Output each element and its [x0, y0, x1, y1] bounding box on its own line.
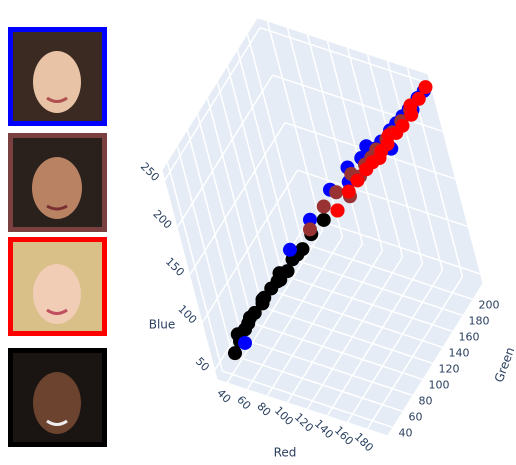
x-tick-label: 160: [332, 424, 356, 448]
point: [329, 185, 344, 200]
y-tick-label: 160: [459, 330, 480, 343]
z-tick-label: 200: [150, 207, 174, 231]
point: [359, 162, 374, 177]
y-tick-label: 140: [449, 346, 470, 359]
point: [381, 128, 396, 143]
face-drawing: [13, 242, 102, 331]
z-tick-label: 150: [163, 255, 187, 279]
y-axis-title: Green: [492, 345, 516, 384]
point: [341, 184, 356, 199]
grid-line: [201, 169, 468, 323]
point: [228, 346, 242, 361]
x-axis-title: Red: [274, 446, 297, 460]
point: [330, 203, 345, 218]
point: [395, 118, 410, 133]
grid-line: [176, 74, 443, 228]
x-tick-label: 60: [234, 393, 253, 412]
point: [403, 98, 418, 113]
point: [257, 290, 272, 305]
y-tick-label: 180: [469, 314, 490, 327]
x-tick-label: 100: [272, 404, 296, 428]
face-drawing: [13, 353, 102, 442]
x-tick-label: 40: [214, 387, 233, 406]
grid-line: [164, 26, 431, 181]
point: [316, 212, 331, 227]
face-image: [8, 27, 107, 126]
x-tick-label: 140: [312, 417, 336, 441]
z-tick-label: 100: [175, 302, 199, 326]
face-drawing: [13, 32, 102, 121]
z-axis-title: Blue: [149, 318, 176, 332]
point: [241, 316, 256, 331]
z-tick-label: 250: [138, 160, 162, 184]
point: [372, 151, 387, 165]
face-image: [8, 237, 107, 336]
z-tick-label: 50: [193, 355, 212, 374]
y-tick-label: 40: [399, 426, 413, 439]
point: [247, 305, 262, 320]
point: [283, 242, 297, 257]
point: [303, 222, 317, 237]
y-tick-label: 100: [429, 378, 450, 391]
point: [238, 335, 252, 350]
x-tick-label: 180: [352, 430, 376, 454]
face-drawing: [13, 138, 102, 227]
point: [418, 80, 433, 95]
point: [350, 173, 365, 188]
x-tick-label: 120: [292, 411, 316, 435]
point: [303, 212, 317, 227]
face-image: [8, 348, 107, 447]
point: [272, 266, 287, 281]
face-image: [8, 133, 107, 232]
y-tick-label: 80: [419, 394, 433, 407]
y-tick-label: 200: [479, 298, 500, 311]
x-tick-label: 80: [254, 400, 273, 419]
y-tick-label: 60: [409, 410, 423, 423]
y-tick-label: 120: [439, 362, 460, 375]
point: [316, 199, 331, 214]
